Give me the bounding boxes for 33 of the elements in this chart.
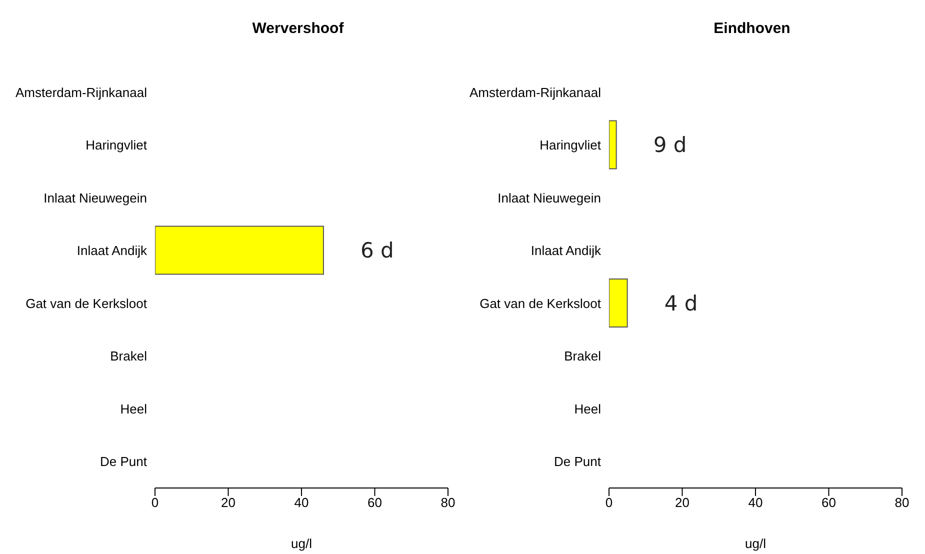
y-tick-label: De Punt <box>554 454 602 470</box>
y-tick-label: Inlaat Andijk <box>76 243 148 258</box>
y-tick-label: Amsterdam-Rijnkanaal <box>16 84 148 100</box>
y-tick-label: Brakel <box>110 348 148 364</box>
x-axis-title: ug/l <box>291 536 312 551</box>
x-tick-label: 40 <box>294 495 309 510</box>
x-tick-label: 0 <box>151 495 159 510</box>
x-tick-label: 80 <box>894 495 910 510</box>
x-tick-label: 40 <box>748 495 763 510</box>
x-axis-title: ug/l <box>745 536 766 551</box>
y-tick-label: Brakel <box>564 348 602 364</box>
x-tick-label: 60 <box>368 495 382 510</box>
chart-title: Wervershoof <box>251 20 345 37</box>
y-tick-label: Inlaat Nieuwegein <box>498 190 601 206</box>
y-tick-label: De Punt <box>100 454 148 470</box>
y-tick-label: Inlaat Nieuwegein <box>44 190 147 206</box>
y-tick-label: Gat van de Kerksloot <box>26 296 148 311</box>
y-tick-label: Gat van de Kerksloot <box>480 296 602 311</box>
y-tick-label: Inlaat Andijk <box>530 243 602 258</box>
y-tick-label: Amsterdam-Rijnkanaal <box>470 84 602 100</box>
x-tick-label: 20 <box>675 495 690 510</box>
x-tick-label: 80 <box>440 495 456 510</box>
annotation: 4 d <box>664 291 698 316</box>
x-tick-label: 0 <box>605 495 613 510</box>
y-tick-label: Haringvliet <box>86 138 148 153</box>
annotation: 9 d <box>653 133 687 158</box>
annotation: 6 d <box>360 238 394 263</box>
x-tick-label: 20 <box>221 495 236 510</box>
y-tick-label: Heel <box>574 401 602 416</box>
x-tick-label: 60 <box>822 495 836 510</box>
chart-title: Eindhoven <box>712 20 792 37</box>
y-tick-label: Haringvliet <box>540 138 602 153</box>
y-tick-label: Heel <box>120 401 148 416</box>
